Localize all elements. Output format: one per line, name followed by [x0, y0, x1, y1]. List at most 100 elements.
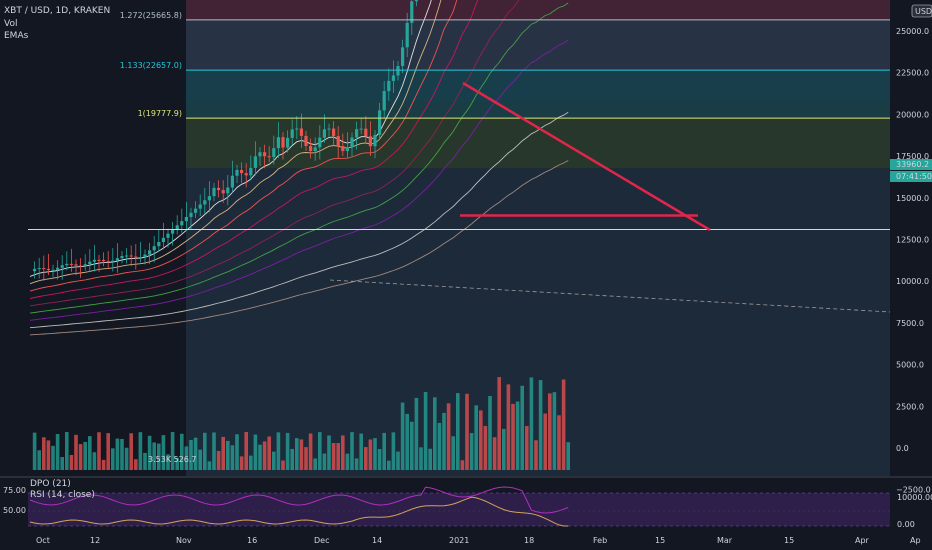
volume-bar — [557, 415, 561, 470]
rsi-level-75: 75.00 — [3, 486, 26, 495]
volume-bar — [74, 434, 78, 470]
dpo-line — [29, 496, 569, 527]
chart-legend: XBT / USD, 1D, KRAKEN Vol EMAs DPO (21) … — [3, 6, 932, 529]
volume-bar — [161, 435, 166, 470]
candle-body — [401, 47, 405, 66]
volume-bar — [368, 439, 373, 470]
volume-indicator-label: Vol — [4, 19, 17, 29]
candle-body — [396, 65, 400, 76]
candle-body — [263, 152, 267, 157]
time-tick-label: Nov — [176, 536, 192, 545]
candle-body — [212, 187, 216, 197]
volume-bar — [281, 460, 285, 470]
fib-level-label: 1.272(25665.8) — [120, 11, 182, 20]
fibonacci-labels: 2(41424.6)1.786(36792.2)1.618(33155.6)1.… — [28, 11, 890, 230]
volume-bar — [299, 439, 304, 470]
candle-body — [221, 190, 225, 194]
candle-body — [74, 264, 78, 266]
candle-body — [125, 255, 129, 257]
time-tick-label: Apr — [855, 536, 870, 545]
candle-body — [253, 156, 257, 168]
volume-bar — [152, 442, 156, 470]
candle-body — [134, 256, 138, 258]
price-axis[interactable]: 50000.047500.045000.042500.040000.037500… — [896, 0, 931, 495]
volume-bar — [78, 444, 83, 470]
candle-body — [88, 261, 92, 265]
volume-bar — [465, 393, 469, 470]
volume-bar — [414, 397, 419, 470]
candle-body — [79, 265, 83, 267]
volume-bar — [276, 432, 281, 470]
volume-bar — [216, 450, 221, 470]
volume-bar — [106, 433, 110, 470]
candle-body — [97, 259, 101, 261]
oscillator-pane — [0, 476, 932, 527]
fib-zone — [186, 70, 890, 119]
volume-bar — [239, 456, 244, 470]
volume-bar — [198, 449, 202, 470]
volume-bar — [32, 432, 37, 470]
ema-line — [29, 160, 569, 336]
volume-bar — [561, 379, 566, 470]
volume-bar — [433, 397, 437, 470]
volume-bar — [157, 443, 161, 470]
volume-bar — [175, 457, 179, 470]
candle-body — [148, 250, 152, 255]
symbol-title: XBT / USD, 1D, KRAKEN — [4, 6, 110, 16]
volume-bar — [235, 434, 239, 470]
candle-body — [143, 254, 147, 257]
candle-body — [37, 268, 41, 270]
volume-bar — [143, 452, 147, 470]
candle-body — [281, 137, 285, 148]
volume-bar — [354, 458, 359, 470]
candle-body — [258, 152, 262, 157]
candle-body — [42, 268, 46, 270]
candle-body — [152, 246, 156, 251]
candle-body — [249, 167, 253, 176]
time-tick-label: Oct — [36, 536, 50, 545]
time-tick-label: Dec — [314, 536, 329, 545]
volume-bar — [322, 453, 327, 470]
candle-body — [207, 196, 211, 201]
candle-body — [194, 208, 198, 213]
ema-indicator-label: EMAs — [4, 31, 29, 41]
candle-body — [217, 187, 221, 191]
volume-bar — [400, 402, 405, 470]
volume-bar — [115, 438, 120, 470]
volume-bar — [129, 433, 133, 470]
ema-line — [29, 111, 569, 329]
candle-body — [240, 169, 244, 174]
candle-body — [368, 136, 372, 147]
candle-body — [111, 260, 115, 262]
volume-bar — [552, 392, 557, 470]
candle-body — [350, 137, 354, 148]
volume-bar — [226, 440, 230, 470]
volume-bar — [405, 413, 409, 470]
volume-bar — [180, 433, 184, 470]
volume-bar — [331, 442, 336, 470]
volume-bar — [285, 432, 290, 470]
volume-bar — [244, 432, 248, 470]
candle-body — [69, 263, 73, 265]
volume-bar — [184, 446, 189, 470]
volume-bar — [373, 438, 377, 470]
volume-bar — [230, 445, 235, 470]
dpo-level-10000: 10000.00 — [897, 493, 932, 502]
countdown-label: 07:41:50 — [896, 172, 932, 181]
candle-body — [378, 110, 382, 135]
candle-body — [92, 259, 96, 262]
rsi-indicator-label: RSI (14, close) — [30, 490, 95, 500]
currency-badge[interactable]: USD — [911, 4, 932, 18]
descending-trendline[interactable] — [462, 81, 711, 232]
time-axis[interactable]: Oct 12 Nov 16 Dec 14 2021 18 Feb 15 Mar 15 Apr Ap — [36, 536, 921, 545]
candle-body — [184, 216, 188, 222]
volume-bar — [428, 448, 432, 470]
price-tick-label: 12500.0 — [896, 236, 929, 245]
candle-body — [345, 147, 349, 152]
price-tick-label: 7500.0 — [896, 319, 924, 328]
candle-body — [198, 204, 202, 209]
candle-body — [138, 256, 142, 258]
volume-readout: 3.53K 526.7 — [148, 455, 197, 464]
candle-body — [175, 225, 179, 230]
